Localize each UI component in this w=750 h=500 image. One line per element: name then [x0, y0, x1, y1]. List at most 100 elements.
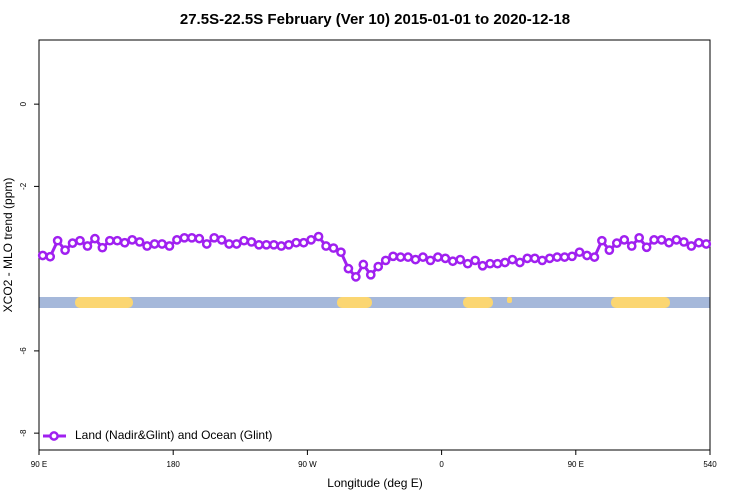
point — [291, 237, 302, 248]
x-tick-label: 540 — [703, 460, 717, 469]
point — [373, 261, 384, 272]
point — [686, 241, 697, 251]
point — [336, 247, 346, 258]
point — [701, 239, 712, 249]
point — [246, 237, 257, 247]
y-tick-label: 0 — [19, 101, 28, 106]
point — [552, 252, 563, 262]
point — [321, 241, 331, 251]
y-tick-label: -6 — [19, 347, 28, 355]
point — [149, 239, 160, 249]
point — [619, 235, 630, 245]
point — [485, 258, 495, 269]
point — [492, 258, 503, 269]
legend-label: Land (Nadir&Glint) and Ocean (Glint) — [75, 428, 272, 442]
point — [142, 241, 152, 251]
point — [328, 243, 339, 253]
point — [410, 254, 421, 265]
point — [194, 233, 205, 244]
x-tick-label: 180 — [167, 460, 181, 469]
chart-title: 27.5S-22.5S February (Ver 10) 2015-01-01… — [180, 11, 570, 28]
point — [351, 272, 361, 282]
point — [433, 252, 443, 262]
point — [477, 260, 488, 271]
point — [231, 239, 242, 249]
point — [201, 239, 212, 249]
point — [582, 250, 592, 261]
point — [634, 232, 645, 243]
point — [567, 251, 577, 262]
point — [179, 232, 190, 243]
point — [254, 239, 264, 250]
point — [403, 252, 413, 262]
x-tick-label: 90 E — [568, 460, 584, 469]
point — [544, 253, 555, 264]
surface-strip — [39, 297, 710, 308]
point — [157, 239, 167, 249]
point — [269, 239, 279, 250]
point — [134, 237, 145, 247]
legend-marker — [49, 431, 59, 441]
point — [45, 251, 56, 262]
point — [209, 232, 220, 243]
point — [388, 251, 398, 262]
point — [418, 252, 428, 262]
land-band — [75, 297, 133, 308]
point — [693, 237, 704, 248]
point — [82, 241, 93, 251]
point — [440, 253, 451, 264]
point — [589, 252, 600, 262]
point — [60, 245, 70, 255]
point — [664, 237, 674, 248]
land-band — [463, 297, 493, 308]
point — [425, 255, 436, 266]
point — [112, 235, 123, 246]
point — [224, 239, 234, 249]
point — [365, 269, 376, 280]
point — [597, 235, 607, 246]
point — [127, 235, 138, 245]
point — [283, 239, 294, 250]
point — [104, 235, 115, 246]
point — [604, 245, 615, 255]
land-band — [611, 297, 670, 308]
point — [626, 241, 637, 251]
point — [656, 235, 667, 245]
point — [574, 247, 585, 258]
x-tick-label: 0 — [439, 460, 444, 469]
point — [119, 237, 130, 248]
point — [239, 235, 249, 246]
point — [507, 254, 518, 265]
point — [75, 235, 85, 246]
point — [500, 257, 510, 268]
ocean-band — [39, 297, 710, 308]
y-tick-label: -8 — [19, 429, 28, 437]
point — [90, 233, 100, 244]
point — [172, 235, 182, 245]
point — [380, 255, 391, 266]
point — [529, 253, 540, 264]
point — [641, 242, 652, 253]
x-axis-label: Longitude (deg E) — [327, 476, 422, 490]
point — [52, 235, 63, 246]
point — [358, 259, 369, 270]
point — [306, 235, 316, 245]
point — [515, 257, 525, 268]
land-band — [507, 297, 512, 303]
y-tick-label: -2 — [19, 182, 28, 190]
point — [611, 238, 622, 248]
point — [37, 250, 48, 261]
point — [679, 237, 689, 247]
point — [216, 235, 227, 245]
point — [313, 231, 324, 242]
point — [462, 258, 473, 269]
point — [470, 255, 480, 266]
point — [67, 238, 78, 248]
x-tick-label: 90 W — [298, 460, 317, 469]
point — [186, 232, 197, 243]
point — [164, 241, 175, 251]
point — [447, 256, 458, 267]
point — [559, 252, 570, 262]
point — [298, 237, 309, 248]
